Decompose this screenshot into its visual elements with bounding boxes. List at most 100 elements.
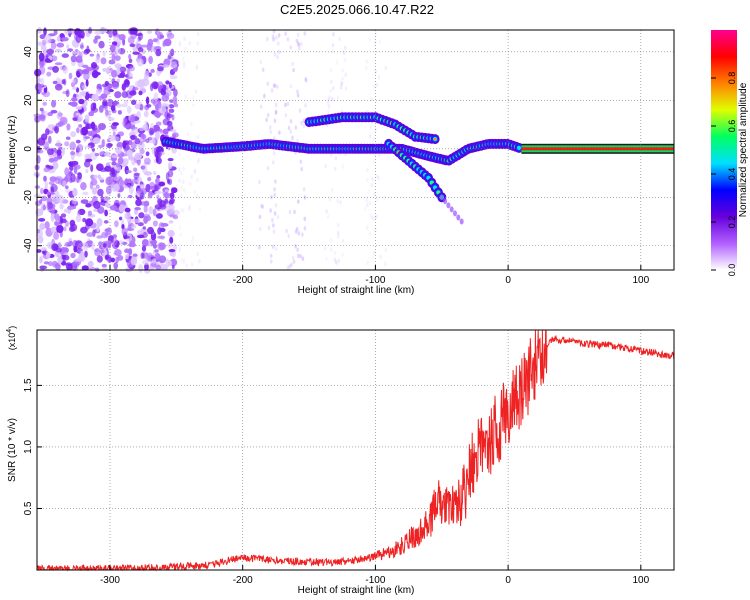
noise-cell	[60, 213, 67, 218]
noise-cell	[133, 218, 141, 224]
noise-cell	[127, 178, 132, 184]
noise-cell	[55, 247, 62, 253]
noise-cell	[157, 235, 165, 239]
noise-cell	[99, 249, 105, 254]
noise-cell	[167, 169, 174, 178]
noise-cell	[42, 204, 46, 211]
noise-cell	[36, 149, 44, 154]
noise-cell	[162, 102, 167, 109]
streak-cell	[372, 160, 376, 165]
streak-cell	[379, 254, 382, 259]
streak-cell	[182, 259, 185, 265]
streak-cell	[326, 214, 330, 219]
noise-cell	[39, 115, 46, 122]
noise-cell	[63, 30, 72, 34]
noise-cell	[76, 151, 82, 157]
noise-cell	[142, 259, 150, 266]
streak-cell	[269, 208, 272, 213]
noise-cell	[128, 53, 132, 60]
streak-cell	[259, 59, 263, 65]
noise-cell	[110, 123, 117, 130]
noise-cell	[68, 226, 75, 232]
streak-cell	[303, 216, 307, 221]
streak-cell	[341, 68, 344, 73]
streak-cell	[383, 195, 386, 200]
noise-cell	[100, 202, 106, 206]
streak-cell	[178, 178, 181, 184]
streak-cell	[332, 97, 335, 102]
noise-cell	[168, 249, 176, 253]
streak-cell	[190, 262, 194, 267]
noise-cell	[145, 183, 151, 193]
streak-cell	[278, 130, 281, 135]
noise-cell	[127, 36, 135, 44]
colorbar-tick-label: 0.0	[727, 264, 737, 277]
streak-cell	[369, 132, 372, 137]
noise-cell	[58, 121, 64, 127]
noise-cell	[158, 181, 166, 187]
streak-cell	[333, 250, 337, 255]
noise-cell	[40, 187, 44, 195]
streak-cell	[276, 54, 279, 60]
noise-cell	[70, 173, 76, 183]
streak-cell	[180, 185, 184, 190]
noise-cell	[81, 265, 89, 271]
noise-cell	[155, 264, 161, 271]
noise-cell	[84, 136, 90, 140]
noise-cell	[71, 197, 77, 205]
noise-cell	[168, 81, 172, 89]
spectrogram-x-tick-label: -300	[100, 275, 120, 286]
noise-cell	[143, 204, 148, 213]
noise-cell	[104, 228, 110, 232]
noise-cell	[61, 148, 65, 154]
streak-cell	[341, 252, 344, 257]
noise-cell	[155, 213, 163, 219]
noise-cell	[54, 190, 60, 199]
noise-cell	[43, 167, 50, 173]
noise-cell	[167, 55, 172, 60]
streak-cell	[302, 123, 306, 129]
streak-cell	[291, 135, 294, 140]
noise-cell	[140, 184, 144, 189]
noise-cell	[76, 94, 82, 99]
noise-cell	[91, 242, 95, 251]
noise-cell	[116, 66, 121, 76]
streak-cell	[180, 171, 183, 176]
noise-cell	[64, 141, 70, 147]
streak-cell	[338, 37, 341, 42]
noise-cell	[147, 190, 153, 199]
noise-cell	[136, 58, 144, 67]
noise-cell	[114, 249, 122, 256]
streak-cell	[298, 46, 301, 51]
noise-cell	[92, 187, 98, 195]
streak-cell	[273, 192, 277, 198]
streak-cell	[179, 232, 183, 237]
spectrogram-x-tick-label: 0	[505, 275, 511, 286]
noise-cell	[80, 226, 88, 234]
streak-cell	[327, 95, 331, 100]
noise-cell	[154, 190, 162, 194]
spectrogram-x-tick-label: -200	[233, 275, 253, 286]
noise-cell	[114, 63, 122, 69]
noise-cell	[152, 243, 157, 249]
spectrogram-y-tick-label: -40	[23, 238, 34, 253]
noise-cell	[116, 103, 122, 108]
streak-cell	[191, 236, 195, 241]
noise-cell	[89, 53, 95, 57]
noise-cell	[63, 226, 67, 232]
noise-cell	[160, 89, 166, 96]
noise-cell	[47, 112, 53, 117]
streak-cell	[302, 187, 306, 192]
streak-cell	[198, 208, 201, 213]
noise-cell	[121, 83, 127, 91]
streak-cell	[289, 119, 293, 124]
streak-cell	[257, 245, 261, 250]
noise-cell	[168, 108, 175, 114]
noise-cell	[70, 252, 76, 259]
noise-cell	[154, 204, 162, 210]
streak-cell	[272, 151, 276, 156]
noise-cell	[96, 163, 104, 171]
noise-cell	[128, 65, 135, 72]
streak-cell	[340, 81, 343, 86]
streak-cell	[258, 214, 262, 220]
